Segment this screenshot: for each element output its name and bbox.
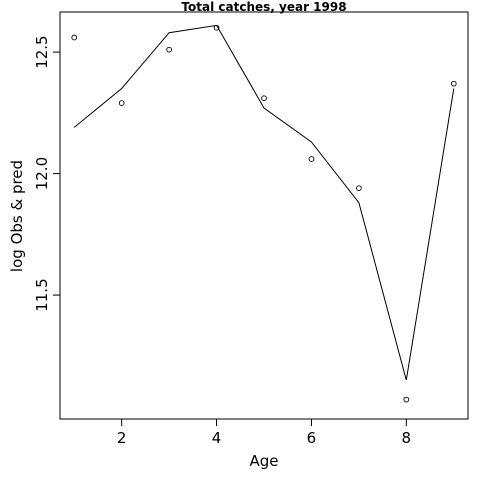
x-axis: 2 4 6 8 <box>117 418 412 447</box>
x-axis-label: Age <box>249 452 278 470</box>
series-layer <box>71 24 457 403</box>
y-axis: 11.5 12.0 12.5 <box>33 35 61 312</box>
observed-point <box>403 396 410 403</box>
observed-point <box>308 156 315 162</box>
predicted-line <box>73 24 455 381</box>
observed-point <box>71 34 78 41</box>
y-tick-label: 12.5 <box>33 35 51 68</box>
x-tick-label: 4 <box>212 429 222 447</box>
y-tick-label: 11.5 <box>33 278 51 311</box>
y-axis-label: log Obs & pred <box>8 160 26 272</box>
x-tick-label: 6 <box>307 429 317 447</box>
observed-point <box>450 80 457 87</box>
observed-point <box>213 24 220 31</box>
plot-frame <box>59 11 469 420</box>
chart-title: Total catches, year 1998 <box>181 0 346 14</box>
observed-point <box>118 100 125 106</box>
observed-point <box>261 95 267 102</box>
observed-point <box>166 46 172 53</box>
x-tick-label: 8 <box>402 429 412 447</box>
y-tick-label: 12.0 <box>33 157 51 190</box>
observed-point <box>356 185 362 192</box>
x-tick-label: 2 <box>117 429 127 447</box>
